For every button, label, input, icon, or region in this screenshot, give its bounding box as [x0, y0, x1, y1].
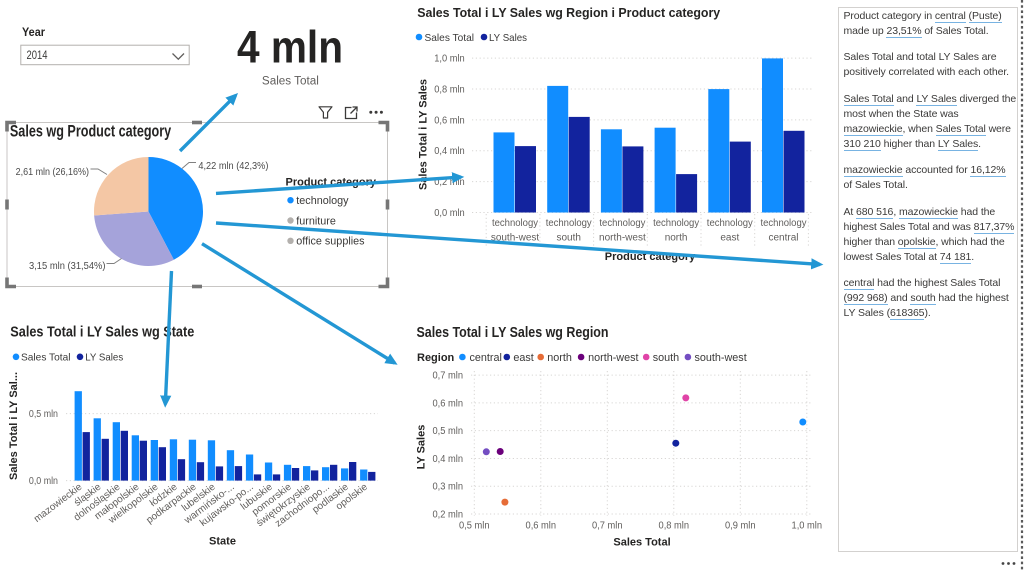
svg-text:technology: technology: [492, 218, 538, 229]
svg-text:north: north: [547, 352, 572, 364]
svg-text:Sales Total: Sales Total: [262, 76, 319, 88]
svg-text:0,7 mln: 0,7 mln: [592, 521, 623, 532]
svg-text:0,5 mln: 0,5 mln: [29, 409, 58, 420]
svg-text:0,6 mln: 0,6 mln: [526, 521, 557, 532]
svg-text:0,9 mln: 0,9 mln: [725, 521, 756, 532]
svg-text:0,2 mln: 0,2 mln: [434, 177, 465, 188]
svg-text:LY Sales: LY Sales: [85, 352, 123, 364]
svg-text:Sales Total i LY Sales wg Stat: Sales Total i LY Sales wg State: [10, 324, 194, 341]
svg-text:south-west: south-west: [491, 233, 540, 244]
svg-text:3,15 mln (31,54%): 3,15 mln (31,54%): [29, 260, 106, 272]
svg-text:north: north: [665, 233, 688, 244]
svg-text:Sales Total i LY Sales wg Regi: Sales Total i LY Sales wg Region i Produ…: [417, 5, 721, 20]
svg-text:2,61 mln (26,16%): 2,61 mln (26,16%): [16, 166, 89, 178]
svg-text:0,4 mln: 0,4 mln: [434, 146, 465, 157]
svg-text:Sales Total: Sales Total: [21, 352, 71, 364]
svg-text:1,0 mln: 1,0 mln: [792, 521, 823, 532]
svg-text:0,8 mln: 0,8 mln: [434, 84, 465, 95]
svg-text:0,5 mln: 0,5 mln: [459, 521, 490, 532]
svg-text:4,22 mln (42,3%): 4,22 mln (42,3%): [198, 160, 268, 172]
svg-text:0,0 mln: 0,0 mln: [29, 476, 58, 487]
svg-text:Sales Total: Sales Total: [613, 537, 670, 549]
svg-text:technology: technology: [653, 218, 699, 229]
svg-text:central: central: [470, 352, 502, 364]
svg-text:technology: technology: [707, 218, 753, 229]
svg-text:north-west: north-west: [599, 233, 646, 244]
svg-text:2014: 2014: [27, 50, 48, 62]
svg-text:Region: Region: [417, 352, 455, 364]
svg-text:Year: Year: [22, 27, 45, 39]
svg-text:0,7 mln: 0,7 mln: [433, 371, 464, 382]
svg-text:LY Sales: LY Sales: [416, 425, 428, 470]
svg-text:technology: technology: [599, 218, 645, 229]
svg-text:1,0 mln: 1,0 mln: [434, 54, 465, 65]
svg-text:0,3 mln: 0,3 mln: [433, 482, 464, 493]
svg-text:central: central: [768, 233, 798, 244]
svg-text:furniture: furniture: [296, 215, 336, 227]
svg-text:0,5 mln: 0,5 mln: [433, 426, 464, 437]
svg-text:0,0 mln: 0,0 mln: [434, 208, 465, 219]
svg-text:State: State: [209, 536, 236, 548]
svg-text:0,8 mln: 0,8 mln: [659, 521, 690, 532]
svg-text:technology: technology: [761, 218, 807, 229]
svg-text:east: east: [513, 352, 533, 364]
svg-text:technology: technology: [296, 195, 349, 207]
svg-text:south: south: [653, 352, 679, 364]
svg-text:Sales Total i LY Sal...: Sales Total i LY Sal...: [8, 372, 20, 480]
svg-text:LY Sales: LY Sales: [489, 32, 527, 44]
svg-text:north-west: north-west: [588, 352, 638, 364]
svg-text:0,4 mln: 0,4 mln: [433, 454, 464, 465]
svg-text:technology: technology: [546, 218, 592, 229]
svg-text:office supplies: office supplies: [296, 236, 365, 248]
svg-text:4 mln: 4 mln: [237, 21, 343, 72]
svg-text:0,6 mln: 0,6 mln: [433, 398, 464, 409]
svg-text:south-west: south-west: [695, 352, 747, 364]
svg-text:Sales Total: Sales Total: [425, 32, 475, 44]
svg-text:0,6 mln: 0,6 mln: [434, 115, 465, 126]
svg-text:south: south: [556, 233, 580, 244]
svg-text:Sales Total i LY Sales: Sales Total i LY Sales: [418, 79, 430, 190]
svg-text:Sales wg Product category: Sales wg Product category: [10, 122, 172, 141]
svg-text:0,2 mln: 0,2 mln: [433, 510, 464, 521]
svg-text:east: east: [720, 233, 739, 244]
svg-text:Sales Total i LY Sales wg Regi: Sales Total i LY Sales wg Region: [417, 324, 609, 341]
